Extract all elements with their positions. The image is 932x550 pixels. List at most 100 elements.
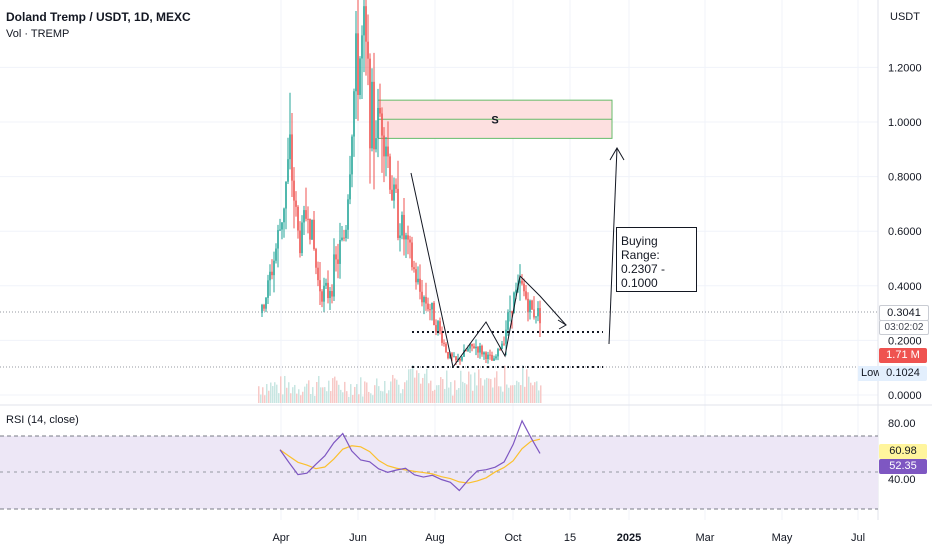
sell-zone-label: S [491, 114, 498, 126]
candle-body [435, 325, 437, 332]
volume-bar [474, 372, 476, 403]
candle-body [301, 222, 303, 254]
volume-bar [526, 369, 528, 403]
time-axis-tick: Aug [425, 532, 445, 544]
trend-projection [410, 172, 567, 369]
volume-bar [354, 386, 356, 403]
candle-body [485, 352, 487, 360]
volume-bar [312, 387, 314, 403]
candle-body [455, 356, 457, 361]
volume-bar [520, 385, 522, 403]
volume-bar [288, 382, 290, 403]
volume-bar [352, 395, 354, 403]
volume-bar [290, 393, 292, 403]
volume-bar [260, 394, 262, 403]
volume-bar [278, 393, 280, 403]
candle-body [523, 283, 525, 292]
candle-body [381, 113, 383, 136]
low-label: Low [858, 366, 885, 381]
candle-body [389, 156, 391, 190]
volume-bar [516, 380, 518, 403]
candle-body [331, 291, 333, 297]
volume-bar [436, 385, 438, 403]
volume-bar [462, 381, 464, 403]
volume-bar [500, 386, 502, 403]
candle-body [341, 237, 343, 241]
volume-bar [398, 384, 400, 403]
volume-bar [342, 392, 344, 403]
candle-body [315, 249, 317, 268]
volume-bar [482, 385, 484, 403]
candle-body [375, 138, 377, 150]
volume-bar [310, 394, 312, 403]
candle-body [355, 33, 357, 92]
volume-bar [332, 378, 334, 403]
candle-body [451, 353, 453, 357]
buying-range-note[interactable]: Buying Range: 0.2307 - 0.1000 [616, 227, 697, 292]
volume-bar [420, 383, 422, 403]
candle-body [467, 348, 469, 351]
candle-body [385, 146, 387, 157]
volume-bar [400, 393, 402, 403]
volume-bar [390, 381, 392, 403]
candle-body [343, 237, 345, 239]
candle-body [461, 356, 463, 361]
volume-bar [502, 391, 504, 403]
volume-bar [276, 384, 278, 403]
candle-body [263, 304, 265, 309]
candle-body [291, 134, 293, 181]
volume-bar [528, 376, 530, 403]
candle-body [289, 134, 291, 160]
volume-bar [492, 387, 494, 403]
volume-bar [306, 383, 308, 403]
candle-body [521, 280, 523, 284]
candle-body [465, 349, 467, 351]
volume-bar [266, 384, 268, 403]
candle-body [493, 358, 495, 361]
volume-bar [340, 389, 342, 403]
candle-body [347, 199, 349, 230]
candle-body [519, 280, 521, 284]
candle-body [473, 346, 475, 349]
rsi-value-tag: 60.98 [879, 444, 927, 459]
candle-body [499, 348, 501, 350]
candle-body [307, 218, 309, 220]
volume-bar [452, 395, 454, 403]
candle-body [505, 329, 507, 344]
volume-bar [316, 382, 318, 403]
candle-body [395, 184, 397, 189]
last-price-tag: 0.3041 [879, 305, 929, 321]
buying-range-title: Buying Range: [621, 234, 660, 262]
volume-bar [534, 382, 536, 403]
volume-bar [468, 371, 470, 403]
candle-body [339, 240, 341, 264]
volume-bar [504, 365, 506, 403]
candle-body [539, 308, 541, 324]
candle-body [463, 349, 465, 357]
volume-bar [378, 386, 380, 403]
rsi-axis-tick: 80.00 [888, 418, 916, 430]
volume-bar [494, 377, 496, 403]
volume-legend: Vol · TREMP [6, 28, 70, 40]
currency-label[interactable]: USDT [890, 11, 920, 23]
candle-body [387, 146, 389, 157]
candle-body [269, 271, 271, 281]
candle-body [471, 343, 473, 347]
candle-body [527, 298, 529, 313]
volume-bar [274, 382, 276, 403]
volume-bar [536, 381, 538, 403]
volume-bar [414, 377, 416, 403]
candle-body [503, 343, 505, 345]
volume-bar [386, 393, 388, 403]
candle-body [427, 303, 429, 310]
time-axis-tick: 15 [564, 532, 576, 544]
volume-bar [538, 390, 540, 403]
volume-bar [454, 380, 456, 403]
rsi-legend: RSI (14, close) [6, 414, 79, 426]
volume-bar [388, 390, 390, 403]
candle-body [425, 296, 427, 304]
volume-bar [432, 390, 434, 403]
candle-body [323, 285, 325, 302]
volume-bar [406, 380, 408, 403]
